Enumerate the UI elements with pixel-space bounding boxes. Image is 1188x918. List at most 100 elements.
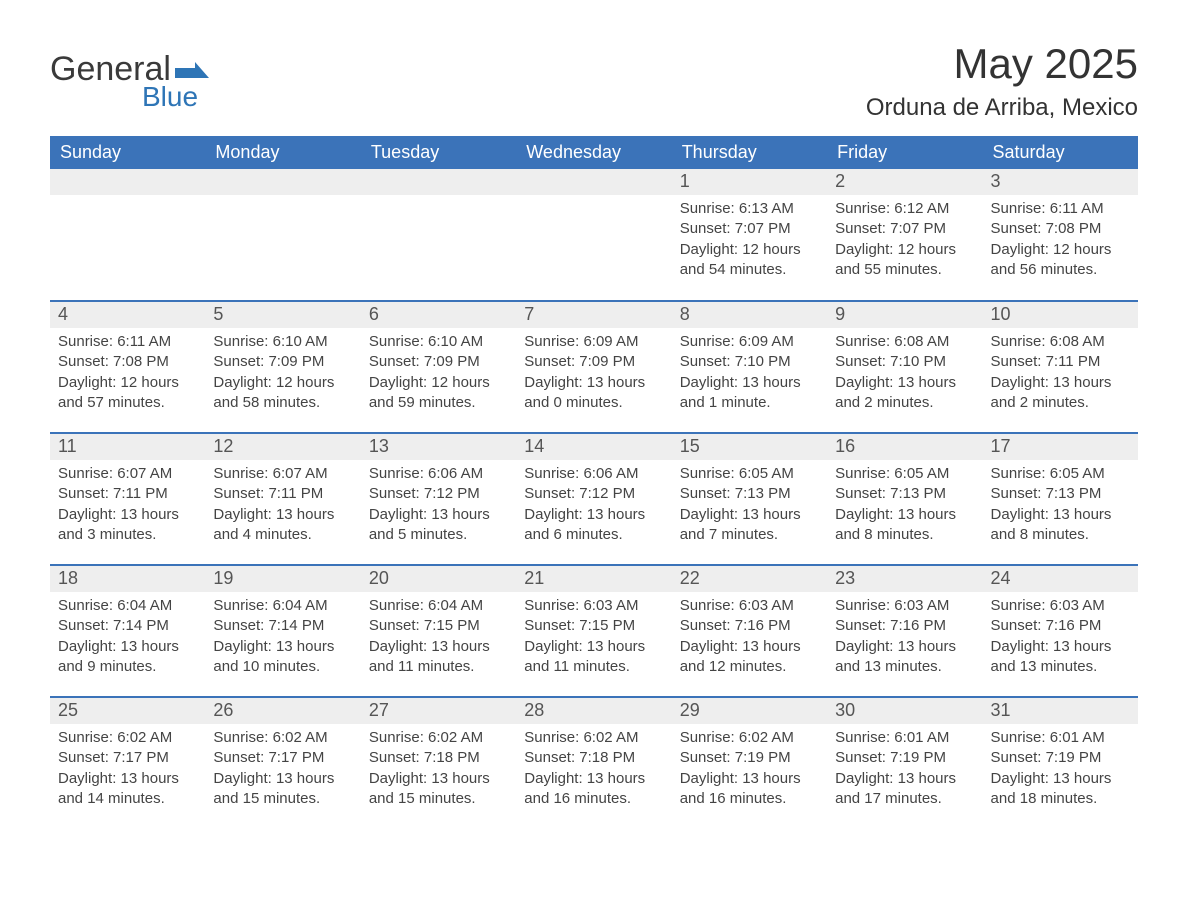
logo: General Blue xyxy=(50,50,209,113)
calendar-day: 9Sunrise: 6:08 AMSunset: 7:10 PMDaylight… xyxy=(827,301,982,433)
daylight-line: Daylight: 12 hours and 59 minutes. xyxy=(369,373,508,414)
sunrise-line: Sunrise: 6:03 AM xyxy=(835,596,974,616)
calendar-day: 24Sunrise: 6:03 AMSunset: 7:16 PMDayligh… xyxy=(983,565,1138,697)
daylight-line: Daylight: 13 hours and 15 minutes. xyxy=(213,769,352,810)
calendar-week: 4Sunrise: 6:11 AMSunset: 7:08 PMDaylight… xyxy=(50,301,1138,433)
day-header: Saturday xyxy=(983,136,1138,169)
day-header: Thursday xyxy=(672,136,827,169)
sunset-line: Sunset: 7:16 PM xyxy=(991,616,1130,636)
day-header: Sunday xyxy=(50,136,205,169)
empty-day-strip xyxy=(205,169,360,195)
sunrise-line: Sunrise: 6:05 AM xyxy=(991,464,1130,484)
sunset-line: Sunset: 7:17 PM xyxy=(213,748,352,768)
sunrise-line: Sunrise: 6:04 AM xyxy=(369,596,508,616)
sunrise-line: Sunrise: 6:05 AM xyxy=(835,464,974,484)
empty-day-strip xyxy=(361,169,516,195)
day-details: Sunrise: 6:01 AMSunset: 7:19 PMDaylight:… xyxy=(983,724,1138,809)
daylight-line: Daylight: 12 hours and 56 minutes. xyxy=(991,240,1130,281)
calendar-day: 31Sunrise: 6:01 AMSunset: 7:19 PMDayligh… xyxy=(983,697,1138,829)
daylight-line: Daylight: 13 hours and 18 minutes. xyxy=(991,769,1130,810)
sunset-line: Sunset: 7:16 PM xyxy=(835,616,974,636)
daylight-line: Daylight: 13 hours and 12 minutes. xyxy=(680,637,819,678)
sunrise-line: Sunrise: 6:04 AM xyxy=(58,596,197,616)
logo-text-blue: Blue xyxy=(142,81,209,113)
sunset-line: Sunset: 7:13 PM xyxy=(680,484,819,504)
daylight-line: Daylight: 13 hours and 8 minutes. xyxy=(991,505,1130,546)
day-number: 28 xyxy=(516,698,671,724)
sunrise-line: Sunrise: 6:02 AM xyxy=(680,728,819,748)
day-details: Sunrise: 6:02 AMSunset: 7:17 PMDaylight:… xyxy=(50,724,205,809)
calendar-day: 26Sunrise: 6:02 AMSunset: 7:17 PMDayligh… xyxy=(205,697,360,829)
day-details: Sunrise: 6:10 AMSunset: 7:09 PMDaylight:… xyxy=(205,328,360,413)
sunset-line: Sunset: 7:11 PM xyxy=(991,352,1130,372)
calendar-day: 30Sunrise: 6:01 AMSunset: 7:19 PMDayligh… xyxy=(827,697,982,829)
sunset-line: Sunset: 7:08 PM xyxy=(58,352,197,372)
calendar-day: 19Sunrise: 6:04 AMSunset: 7:14 PMDayligh… xyxy=(205,565,360,697)
calendar-header-row: SundayMondayTuesdayWednesdayThursdayFrid… xyxy=(50,136,1138,169)
day-details: Sunrise: 6:12 AMSunset: 7:07 PMDaylight:… xyxy=(827,195,982,280)
sunrise-line: Sunrise: 6:02 AM xyxy=(213,728,352,748)
day-number: 31 xyxy=(983,698,1138,724)
day-details: Sunrise: 6:13 AMSunset: 7:07 PMDaylight:… xyxy=(672,195,827,280)
sunrise-line: Sunrise: 6:06 AM xyxy=(369,464,508,484)
calendar-day: 16Sunrise: 6:05 AMSunset: 7:13 PMDayligh… xyxy=(827,433,982,565)
sunset-line: Sunset: 7:11 PM xyxy=(58,484,197,504)
day-number: 21 xyxy=(516,566,671,592)
day-details: Sunrise: 6:04 AMSunset: 7:15 PMDaylight:… xyxy=(361,592,516,677)
day-number: 3 xyxy=(983,169,1138,195)
daylight-line: Daylight: 13 hours and 2 minutes. xyxy=(835,373,974,414)
sunset-line: Sunset: 7:11 PM xyxy=(213,484,352,504)
day-number: 29 xyxy=(672,698,827,724)
day-details: Sunrise: 6:11 AMSunset: 7:08 PMDaylight:… xyxy=(50,328,205,413)
day-details: Sunrise: 6:09 AMSunset: 7:09 PMDaylight:… xyxy=(516,328,671,413)
day-details: Sunrise: 6:07 AMSunset: 7:11 PMDaylight:… xyxy=(50,460,205,545)
day-details: Sunrise: 6:01 AMSunset: 7:19 PMDaylight:… xyxy=(827,724,982,809)
day-number: 13 xyxy=(361,434,516,460)
day-number: 1 xyxy=(672,169,827,195)
calendar-week: 25Sunrise: 6:02 AMSunset: 7:17 PMDayligh… xyxy=(50,697,1138,829)
day-number: 15 xyxy=(672,434,827,460)
calendar-table: SundayMondayTuesdayWednesdayThursdayFrid… xyxy=(50,136,1138,829)
sunrise-line: Sunrise: 6:01 AM xyxy=(991,728,1130,748)
calendar-week: 11Sunrise: 6:07 AMSunset: 7:11 PMDayligh… xyxy=(50,433,1138,565)
calendar-day: 4Sunrise: 6:11 AMSunset: 7:08 PMDaylight… xyxy=(50,301,205,433)
calendar-day: 12Sunrise: 6:07 AMSunset: 7:11 PMDayligh… xyxy=(205,433,360,565)
sunset-line: Sunset: 7:14 PM xyxy=(58,616,197,636)
sunset-line: Sunset: 7:13 PM xyxy=(991,484,1130,504)
daylight-line: Daylight: 13 hours and 1 minute. xyxy=(680,373,819,414)
calendar-day: 21Sunrise: 6:03 AMSunset: 7:15 PMDayligh… xyxy=(516,565,671,697)
sunset-line: Sunset: 7:07 PM xyxy=(835,219,974,239)
day-details: Sunrise: 6:06 AMSunset: 7:12 PMDaylight:… xyxy=(361,460,516,545)
title-block: May 2025 Orduna de Arriba, Mexico xyxy=(866,40,1138,122)
header: General Blue May 2025 Orduna de Arriba, … xyxy=(50,40,1138,122)
daylight-line: Daylight: 13 hours and 13 minutes. xyxy=(991,637,1130,678)
sunset-line: Sunset: 7:14 PM xyxy=(213,616,352,636)
calendar-day: 13Sunrise: 6:06 AMSunset: 7:12 PMDayligh… xyxy=(361,433,516,565)
day-details: Sunrise: 6:03 AMSunset: 7:15 PMDaylight:… xyxy=(516,592,671,677)
daylight-line: Daylight: 13 hours and 11 minutes. xyxy=(369,637,508,678)
sunrise-line: Sunrise: 6:12 AM xyxy=(835,199,974,219)
daylight-line: Daylight: 13 hours and 4 minutes. xyxy=(213,505,352,546)
calendar-day: 7Sunrise: 6:09 AMSunset: 7:09 PMDaylight… xyxy=(516,301,671,433)
daylight-line: Daylight: 13 hours and 13 minutes. xyxy=(835,637,974,678)
daylight-line: Daylight: 12 hours and 58 minutes. xyxy=(213,373,352,414)
sunset-line: Sunset: 7:08 PM xyxy=(991,219,1130,239)
sunset-line: Sunset: 7:12 PM xyxy=(369,484,508,504)
day-details: Sunrise: 6:05 AMSunset: 7:13 PMDaylight:… xyxy=(827,460,982,545)
day-number: 9 xyxy=(827,302,982,328)
day-number: 4 xyxy=(50,302,205,328)
day-number: 11 xyxy=(50,434,205,460)
daylight-line: Daylight: 13 hours and 5 minutes. xyxy=(369,505,508,546)
calendar-week: 18Sunrise: 6:04 AMSunset: 7:14 PMDayligh… xyxy=(50,565,1138,697)
daylight-line: Daylight: 13 hours and 16 minutes. xyxy=(680,769,819,810)
sunset-line: Sunset: 7:18 PM xyxy=(524,748,663,768)
sunset-line: Sunset: 7:10 PM xyxy=(680,352,819,372)
daylight-line: Daylight: 13 hours and 9 minutes. xyxy=(58,637,197,678)
calendar-day: 11Sunrise: 6:07 AMSunset: 7:11 PMDayligh… xyxy=(50,433,205,565)
calendar-body: 1Sunrise: 6:13 AMSunset: 7:07 PMDaylight… xyxy=(50,169,1138,829)
day-details: Sunrise: 6:06 AMSunset: 7:12 PMDaylight:… xyxy=(516,460,671,545)
daylight-line: Daylight: 13 hours and 3 minutes. xyxy=(58,505,197,546)
day-number: 23 xyxy=(827,566,982,592)
day-number: 8 xyxy=(672,302,827,328)
daylight-line: Daylight: 13 hours and 14 minutes. xyxy=(58,769,197,810)
